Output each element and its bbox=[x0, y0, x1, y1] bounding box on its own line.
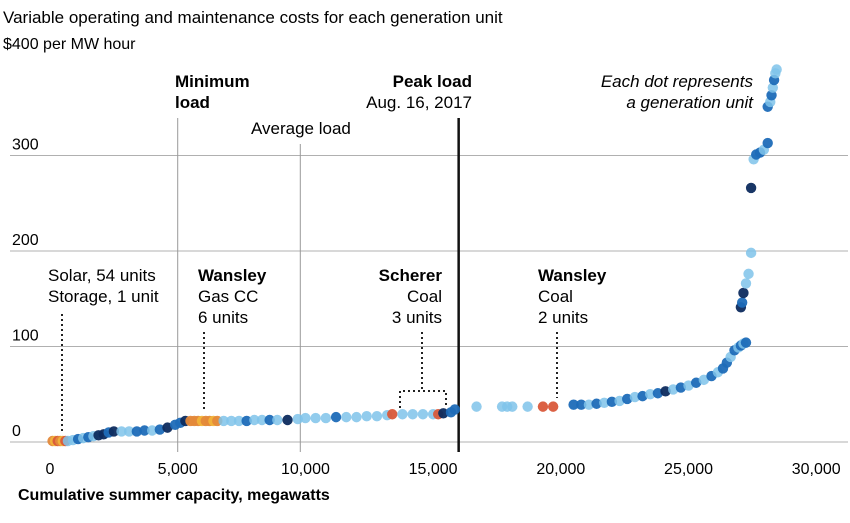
y-tick-label: 0 bbox=[12, 423, 21, 440]
peak-load-label-line1: Peak load bbox=[393, 72, 472, 91]
data-point bbox=[568, 399, 579, 410]
data-point bbox=[116, 426, 127, 437]
data-point bbox=[123, 426, 135, 437]
data-point bbox=[645, 389, 656, 400]
data-point bbox=[108, 426, 120, 437]
data-point bbox=[417, 409, 429, 420]
data-point bbox=[606, 396, 618, 408]
data-point bbox=[698, 374, 710, 386]
data-point bbox=[438, 408, 449, 419]
chart-subtitle: $400 per MW hour bbox=[3, 36, 136, 53]
data-point bbox=[407, 409, 418, 420]
data-point bbox=[736, 297, 748, 308]
chart-title: Variable operating and maintenance costs… bbox=[3, 8, 503, 27]
data-point bbox=[762, 137, 773, 149]
scherer-units: 3 units bbox=[392, 308, 442, 327]
wansley-gas-type: Gas CC bbox=[198, 287, 258, 306]
reference-lines bbox=[177, 118, 460, 452]
data-point bbox=[449, 404, 461, 415]
data-point bbox=[310, 412, 321, 424]
x-tick-label: 0 bbox=[46, 461, 55, 478]
x-tick-label: 20,000 bbox=[536, 461, 585, 478]
x-tick-label: 30,000 bbox=[792, 461, 841, 478]
data-point bbox=[745, 247, 757, 259]
x-tick-label: 15,000 bbox=[409, 461, 458, 478]
scherer-name: Scherer bbox=[379, 266, 443, 285]
average-load-label: Average load bbox=[251, 119, 351, 138]
y-tick-label: 100 bbox=[12, 328, 39, 345]
x-tick-label: 25,000 bbox=[664, 461, 713, 478]
minimum-load-label-line1: Minimum bbox=[175, 72, 250, 91]
wansley-gas-units: 6 units bbox=[198, 308, 248, 327]
data-point bbox=[218, 415, 229, 427]
data-point bbox=[256, 414, 268, 426]
x-axis-labels: 0 5,000 10,000 15,000 20,000 25,000 30,000 bbox=[46, 461, 841, 478]
solar-annotation-line2: Storage, 1 unit bbox=[48, 287, 159, 306]
peak-load-label-line2: Aug. 16, 2017 bbox=[366, 93, 472, 112]
data-point bbox=[264, 414, 275, 426]
data-point bbox=[738, 287, 749, 299]
data-point bbox=[351, 411, 362, 423]
data-point bbox=[745, 182, 757, 194]
data-points bbox=[47, 64, 782, 447]
data-point bbox=[576, 399, 587, 410]
data-point bbox=[629, 391, 641, 403]
data-point bbox=[743, 268, 754, 280]
x-tick-label: 10,000 bbox=[281, 461, 330, 478]
wansley-gas-name: Wansley bbox=[198, 266, 267, 285]
y-tick-label: 300 bbox=[12, 137, 39, 154]
data-point bbox=[330, 411, 342, 423]
y-axis-labels: 0 100 200 300 bbox=[12, 137, 39, 441]
data-point bbox=[771, 64, 782, 75]
x-tick-label: 5,000 bbox=[158, 461, 198, 478]
wansley-coal-type: Coal bbox=[538, 287, 573, 306]
data-point bbox=[740, 337, 752, 348]
data-point bbox=[146, 425, 158, 436]
y-tick-label: 200 bbox=[12, 232, 39, 249]
minimum-load-label-line2: load bbox=[175, 93, 210, 112]
data-point bbox=[139, 425, 150, 436]
data-point bbox=[599, 397, 610, 408]
data-point bbox=[767, 82, 779, 93]
data-point bbox=[272, 414, 283, 426]
data-point bbox=[341, 411, 352, 423]
data-point bbox=[397, 409, 408, 420]
data-point bbox=[740, 278, 752, 289]
data-point bbox=[249, 414, 260, 426]
data-point bbox=[471, 401, 482, 412]
wansley-coal-units: 2 units bbox=[538, 308, 588, 327]
x-axis-title: Cumulative summer capacity, megawatts bbox=[18, 487, 330, 504]
gridlines bbox=[10, 155, 848, 443]
scherer-bracket bbox=[399, 332, 447, 408]
data-point bbox=[282, 414, 293, 426]
data-point bbox=[387, 409, 398, 420]
data-point bbox=[292, 413, 303, 425]
dot-note-line1: Each dot represents bbox=[601, 72, 754, 91]
data-point bbox=[591, 398, 602, 409]
data-point bbox=[233, 415, 245, 427]
data-point bbox=[300, 412, 311, 424]
solar-annotation-line1: Solar, 54 units bbox=[48, 266, 156, 285]
data-point bbox=[537, 401, 549, 412]
data-point bbox=[547, 401, 559, 412]
scherer-type: Coal bbox=[407, 287, 442, 306]
data-point bbox=[131, 426, 143, 437]
data-point bbox=[522, 401, 533, 412]
data-point bbox=[766, 90, 777, 101]
data-point bbox=[507, 401, 518, 412]
data-point bbox=[361, 410, 372, 422]
dot-note-line2: a generation unit bbox=[626, 93, 754, 112]
data-point bbox=[241, 415, 252, 427]
data-point bbox=[371, 410, 383, 422]
wansley-coal-name: Wansley bbox=[538, 266, 607, 285]
data-point bbox=[583, 399, 595, 410]
data-point bbox=[320, 412, 332, 424]
data-point bbox=[226, 415, 237, 427]
